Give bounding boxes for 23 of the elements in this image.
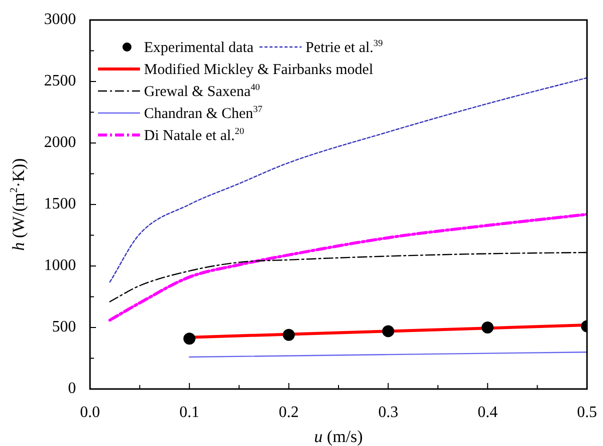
x-tick-label: 0.5 xyxy=(577,404,597,421)
y-tick-label: 2000 xyxy=(44,134,76,152)
line-series xyxy=(109,77,587,283)
y-tick-label: 2500 xyxy=(44,72,76,90)
y-tick-label: 3000 xyxy=(44,11,76,28)
legend-label: Experimental data xyxy=(144,40,254,56)
x-tick-label: 0.4 xyxy=(478,404,498,421)
x-axis-title: u (m/s) xyxy=(314,427,363,446)
y-tick-label: 500 xyxy=(52,318,76,336)
legend-label: Modified Mickley & Fairbanks model xyxy=(144,62,374,78)
x-tick-label: 0.3 xyxy=(378,404,398,421)
point xyxy=(482,322,494,334)
x-tick-label: 0.0 xyxy=(80,404,100,421)
point xyxy=(282,328,295,341)
y-tick-label: 0 xyxy=(68,380,76,398)
y-tick-label: 1000 xyxy=(44,257,76,274)
x-tick-label: 0.2 xyxy=(278,404,299,421)
point xyxy=(183,332,196,345)
line-series xyxy=(108,212,587,322)
x-tick-label: 0.1 xyxy=(179,404,200,421)
y-tick-label: 1500 xyxy=(44,196,76,213)
y-axis-title: h (W/(m2·K)) xyxy=(9,158,28,251)
point xyxy=(382,325,394,338)
